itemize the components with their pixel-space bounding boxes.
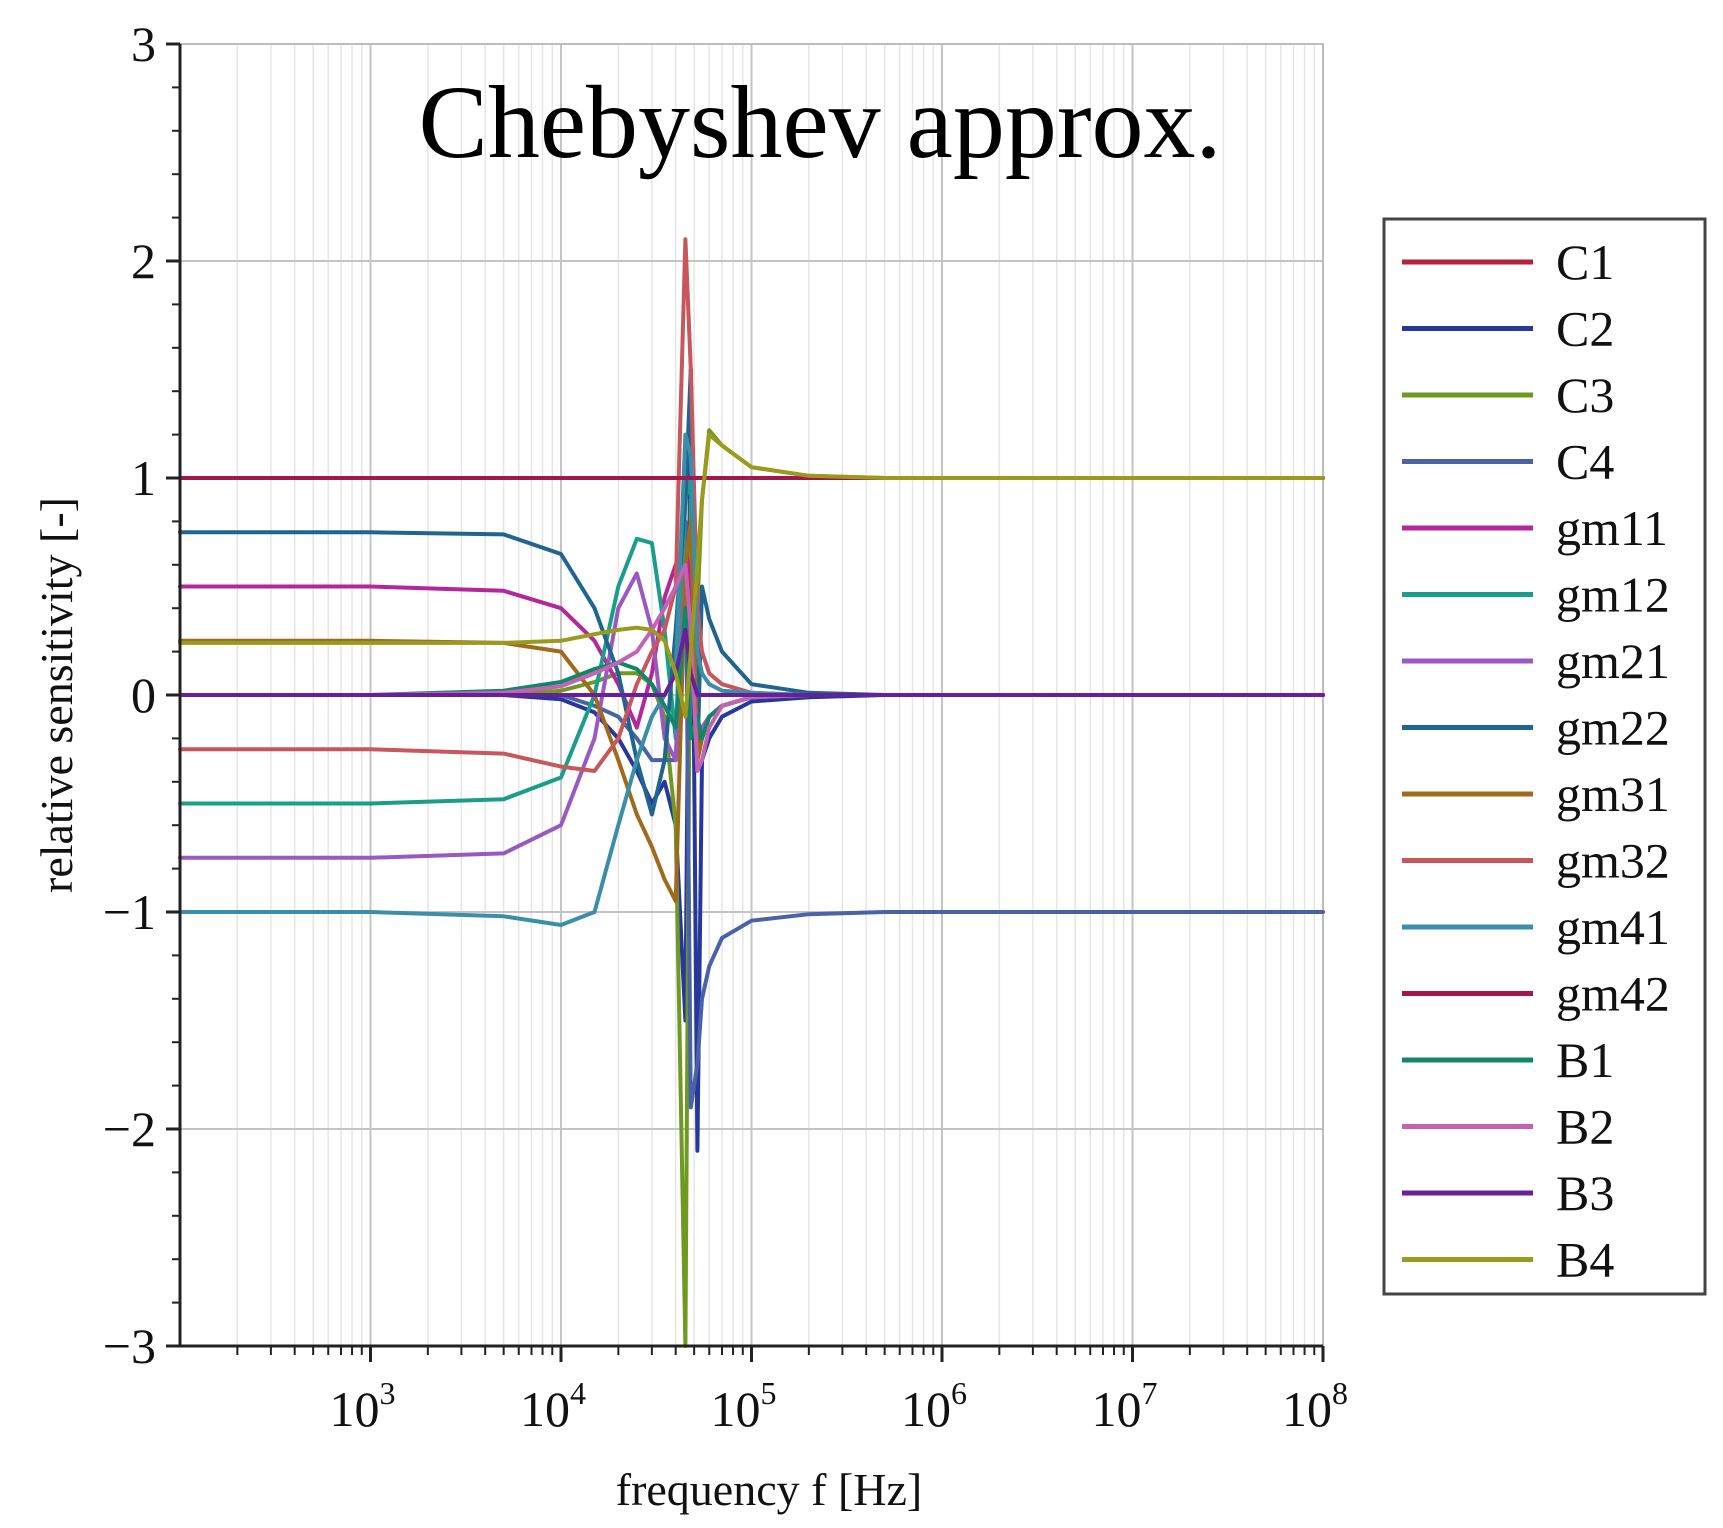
series-line-gm41 [178,432,1325,927]
series-line-B2 [178,562,1325,773]
x-tick-label: 107 [1092,1375,1158,1437]
legend-label-B4: B4 [1556,1232,1614,1288]
legend-box [1382,217,1707,1296]
legend-label-C4: C4 [1556,434,1614,490]
y-tick-label: 2 [131,233,156,289]
x-axis-title: frequency f [Hz] [616,1464,922,1515]
legend-label-gm41: gm41 [1556,899,1670,955]
series-line-B4 [178,432,1325,719]
y-tick-label: −1 [103,884,156,940]
legend-label-gm21: gm21 [1556,633,1670,689]
chart-title: Chebyshev approx. [419,65,1222,180]
x-tick-label: 108 [1282,1375,1348,1437]
x-tick-label: 105 [711,1375,777,1437]
y-tick-label: −2 [103,1101,156,1157]
y-tick-label: −3 [103,1318,156,1374]
y-axis-title: relative sensitivity [-] [31,497,82,893]
legend: C1 C2 C3 C4 gm11 gm12 gm21 gm22 gm31 gm32 gm41 gm42… [1382,217,1707,1296]
legend-label-C1: C1 [1556,234,1614,290]
legend-label-gm22: gm22 [1556,700,1670,756]
axes: 3 2 1 0 −1 −2 −3 103 104 105 106 107 108 [103,16,1348,1437]
legend-label-B1: B1 [1556,1032,1614,1088]
legend-label-gm32: gm32 [1556,833,1670,889]
series-line-B3 [178,627,1325,697]
x-tick-label: 104 [520,1375,586,1437]
legend-label-gm11: gm11 [1556,500,1668,556]
series-line-C2 [178,367,1325,1153]
series-lines [178,237,1325,1348]
legend-label-C2: C2 [1556,301,1614,357]
legend-label-B3: B3 [1556,1165,1614,1221]
legend-label-gm42: gm42 [1556,966,1670,1022]
y-tick-label: 3 [131,16,156,72]
x-tick-label: 103 [330,1375,396,1437]
legend-label-gm31: gm31 [1556,766,1670,822]
y-tick-label: 0 [131,667,156,723]
legend-label-B2: B2 [1556,1099,1614,1155]
y-tick-label: 1 [131,450,156,506]
legend-label-C3: C3 [1556,367,1614,423]
legend-label-gm12: gm12 [1556,567,1670,623]
x-tick-label: 106 [901,1375,967,1437]
